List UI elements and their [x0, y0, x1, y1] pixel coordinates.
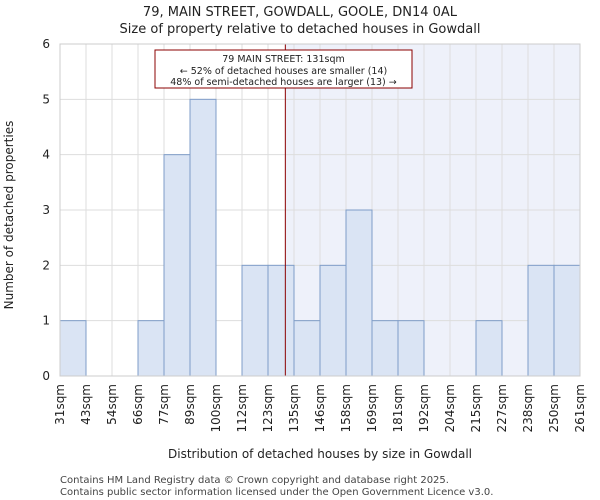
x-tick-label: 66sqm	[131, 384, 145, 425]
bar-135sqm	[293, 320, 321, 377]
bar-238sqm	[527, 264, 555, 377]
x-tick-label: 112sqm	[235, 384, 249, 432]
x-tick-label: 192sqm	[417, 384, 431, 432]
x-tick-label: 123sqm	[261, 384, 275, 432]
chart-title: 79, MAIN STREET, GOWDALL, GOOLE, DN14 0A…	[143, 5, 458, 20]
bar-66sqm	[137, 320, 165, 377]
x-tick-label: 169sqm	[365, 384, 379, 432]
bar-215sqm	[475, 320, 503, 377]
bar-250sqm	[553, 264, 581, 377]
y-tick-label: 5	[42, 92, 50, 106]
y-tick-label: 1	[42, 314, 50, 328]
bar-112sqm	[241, 264, 269, 377]
bar-77sqm	[163, 154, 191, 377]
x-tick-label: 43sqm	[79, 384, 93, 425]
x-tick-label: 250sqm	[547, 384, 561, 432]
x-tick-label: 100sqm	[209, 384, 223, 432]
bar-31sqm	[59, 320, 87, 377]
x-tick-label: 238sqm	[521, 384, 535, 432]
footer-line-2: Contains public sector information licen…	[60, 487, 493, 498]
x-tick-label: 158sqm	[339, 384, 353, 432]
y-tick-labels: 0 1 2 3 4 5 6	[42, 37, 50, 383]
footer-line-1: Contains HM Land Registry data © Crown c…	[60, 475, 449, 486]
bars	[59, 98, 581, 377]
x-tick-label: 181sqm	[391, 384, 405, 432]
x-tick-label: 227sqm	[495, 384, 509, 432]
x-tick-labels: 31sqm 43sqm 54sqm 66sqm 77sqm 89sqm 100sqm 112s…	[53, 384, 587, 432]
bar-123sqm	[267, 264, 295, 377]
annotation-border	[154, 49, 413, 89]
x-tick-label: 89sqm	[183, 384, 197, 425]
bar-146sqm	[319, 264, 347, 377]
bar-89sqm	[189, 98, 217, 377]
y-tick-label: 4	[42, 148, 50, 162]
x-tick-label: 31sqm	[53, 384, 67, 425]
x-tick-label: 77sqm	[157, 384, 171, 425]
x-tick-label: 215sqm	[469, 384, 483, 432]
y-tick-label: 6	[42, 37, 50, 51]
x-tick-label: 54sqm	[105, 384, 119, 425]
x-tick-label: 135sqm	[287, 384, 301, 432]
y-tick-label: 0	[42, 369, 50, 383]
x-axis-label: Distribution of detached houses by size …	[168, 447, 472, 461]
y-tick-label: 2	[42, 258, 50, 272]
bar-181sqm	[397, 320, 425, 377]
annotation-line-2: ← 52% of detached houses are smaller (14…	[180, 66, 387, 77]
x-tick-label: 261sqm	[573, 384, 587, 432]
plot-frame	[59, 43, 581, 377]
annotation-line-3: 48% of semi-detached houses are larger (…	[170, 77, 397, 88]
bar-169sqm	[371, 320, 399, 377]
y-tick-label: 3	[42, 203, 50, 217]
plot-area	[59, 43, 581, 377]
annotation-box: 79 MAIN STREET: 131sqm ← 52% of detached…	[154, 49, 413, 89]
annotation-line-1: 79 MAIN STREET: 131sqm	[222, 54, 345, 65]
x-tick-label: 146sqm	[313, 384, 327, 432]
y-axis-label: Number of detached properties	[2, 121, 16, 310]
x-tick-label: 204sqm	[443, 384, 457, 432]
bar-158sqm	[345, 209, 373, 377]
chart-subtitle: Size of property relative to detached ho…	[120, 22, 481, 37]
